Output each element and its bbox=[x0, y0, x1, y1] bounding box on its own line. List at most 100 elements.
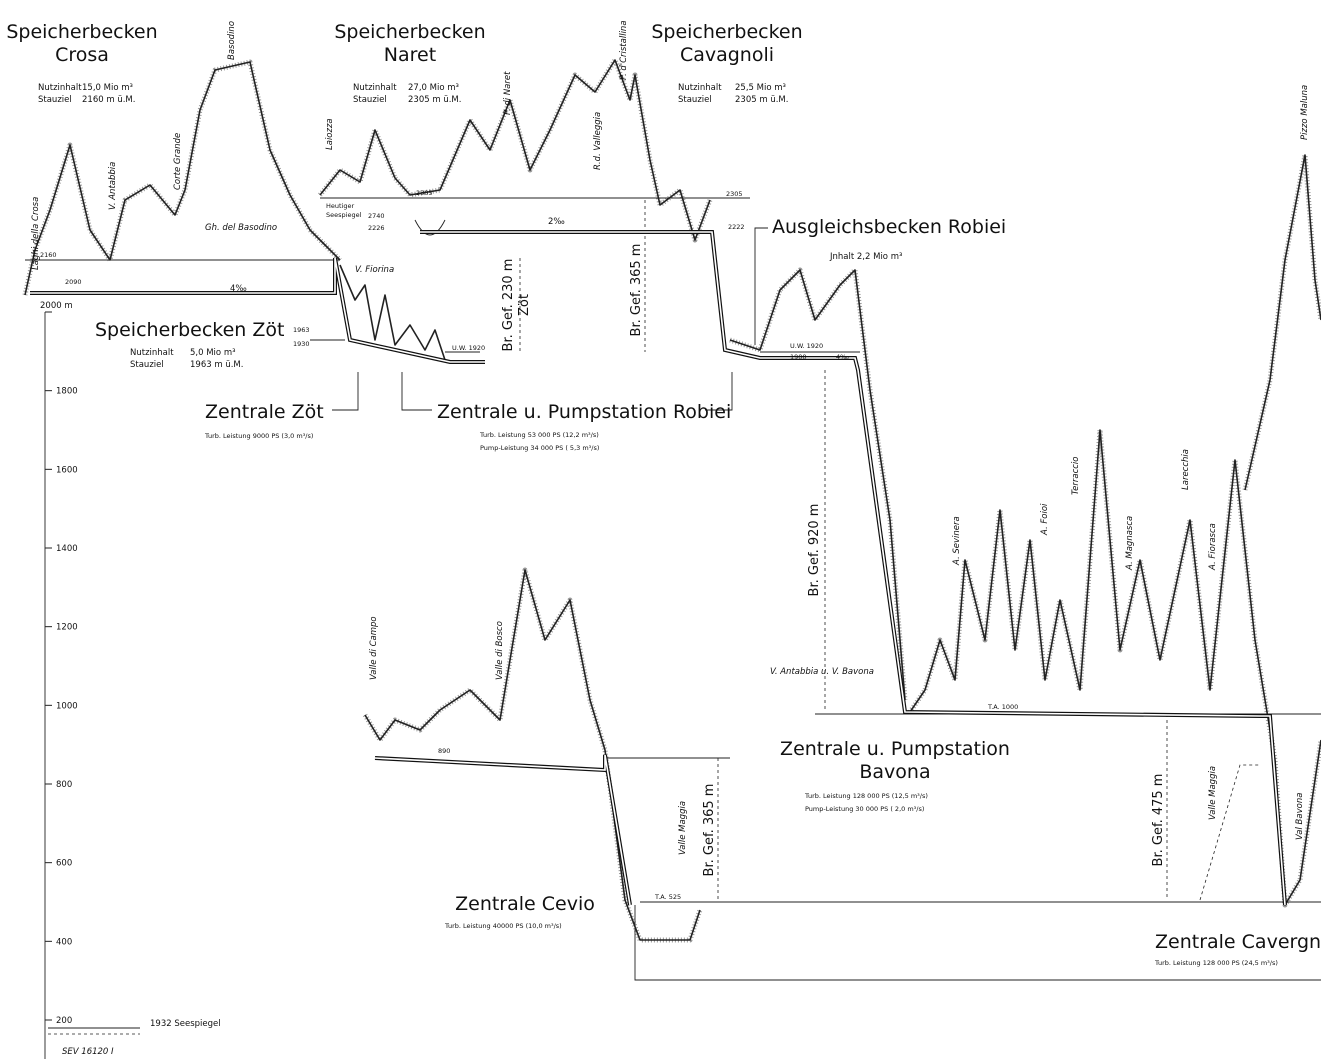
place-name: Basodino bbox=[227, 21, 237, 60]
place-name: Valle Maggia bbox=[1208, 766, 1218, 820]
place-name: P. d'Cristallina bbox=[619, 20, 629, 80]
place-name: Val Bavona bbox=[1295, 793, 1305, 840]
reservoir-detail: 2305 m ü.M. bbox=[735, 95, 788, 105]
reservoir-detail: Stauziel bbox=[130, 360, 164, 370]
place-name: Valle di Bosco bbox=[495, 621, 505, 680]
station-spec: Turb. Leistung 40000 PS (10,0 m³/s) bbox=[444, 922, 562, 930]
scale-label: 2000 m bbox=[40, 301, 73, 311]
place-name: A. Magnasca bbox=[1125, 516, 1135, 571]
station-name: Zentrale Zöt bbox=[205, 401, 324, 423]
scale-label: 1200 bbox=[56, 623, 78, 633]
place-name: Terraccio bbox=[1071, 457, 1081, 495]
reservoir-detail: 25,5 Mio m³ bbox=[735, 83, 786, 93]
basin-content: Jnhalt 2,2 Mio m³ bbox=[829, 252, 902, 262]
reservoir-detail: Nutzinhalt bbox=[678, 83, 722, 93]
level-label: Seespiegel bbox=[326, 211, 362, 219]
reservoir-title: Speicherbecken bbox=[334, 21, 485, 43]
reservoir-detail: 2160 m ü.M. bbox=[82, 95, 135, 105]
station-spec: Pump-Leistung 34 000 PS ( 5,3 m³/s) bbox=[480, 444, 599, 452]
place-name: P. di Naret bbox=[503, 71, 513, 115]
place-name: Laghi della Crosa bbox=[31, 197, 41, 270]
reservoir-detail: Nutzinhalt bbox=[130, 348, 174, 358]
lake-level: 1932 Seespiegel bbox=[150, 1019, 221, 1029]
place-name: V. Antabbia bbox=[108, 162, 118, 210]
reservoir-detail: Nutzinhalt bbox=[353, 83, 397, 93]
head-label: Br. Gef. 230 m bbox=[501, 259, 516, 352]
station-spec: Pump-Leistung 30 000 PS ( 2,0 m³/s) bbox=[805, 805, 924, 813]
level-label: 2305 bbox=[416, 189, 433, 197]
place-name: Laiozza bbox=[325, 118, 335, 150]
scale-label: 200 bbox=[56, 1016, 72, 1026]
place-name: Valle di Campo bbox=[369, 616, 379, 680]
reservoir-detail: 2305 m ü.M. bbox=[408, 95, 461, 105]
head-dimensions bbox=[519, 200, 1168, 900]
scale-label: 1800 bbox=[56, 387, 78, 397]
scale-label: 800 bbox=[56, 780, 72, 790]
place-name: Gh. del Basodino bbox=[205, 223, 277, 233]
station-spec: Turb. Leistung 53 000 PS (12,2 m³/s) bbox=[479, 431, 599, 439]
level-label: 1963 bbox=[293, 326, 310, 334]
station-spec: Turb. Leistung 128 000 PS (12,5 m³/s) bbox=[804, 792, 928, 800]
reservoir-detail: 27,0 Mio m³ bbox=[408, 83, 459, 93]
station-name: Zentrale Cavergno bbox=[1155, 931, 1321, 953]
reservoir-title: Speicherbecken bbox=[6, 21, 157, 43]
level-label: 2305 bbox=[726, 190, 743, 198]
level-label: 2160 bbox=[40, 251, 57, 259]
scale-label: 1000 bbox=[56, 701, 78, 711]
level-label: 890 bbox=[438, 747, 450, 755]
station-spec: Turb. Leistung 128 000 PS (24,5 m³/s) bbox=[1154, 959, 1278, 967]
level-label: T.A. 525 bbox=[654, 893, 681, 901]
head-label: Br. Gef. 920 m bbox=[807, 504, 822, 597]
level-label: 2090 bbox=[65, 278, 82, 286]
terrain bbox=[22, 57, 1321, 943]
scale-ticks: 200 400 600 800 1000 1200 1400 1600 1800 2000 m bbox=[40, 301, 78, 1026]
reservoir-detail: Stauziel bbox=[38, 95, 72, 105]
station-name: Zentrale Cevio bbox=[455, 893, 595, 915]
level-label: 2740 bbox=[368, 212, 385, 220]
level-label: 4‰ bbox=[230, 284, 247, 294]
reservoir-detail: Stauziel bbox=[678, 95, 712, 105]
place-name: Larecchia bbox=[1181, 449, 1191, 490]
pipes bbox=[30, 230, 1287, 906]
reservoir-detail: 1963 m ü.M. bbox=[190, 360, 243, 370]
level-label: U.W. 1920 bbox=[452, 344, 485, 352]
reservoir-title: Crosa bbox=[55, 44, 109, 66]
level-label: 1900 bbox=[790, 353, 807, 361]
reference: SEV 16120 I bbox=[62, 1047, 114, 1057]
basin-title: Ausgleichsbecken Robiei bbox=[772, 216, 1006, 238]
pointers bbox=[332, 227, 768, 411]
level-label: 1930 bbox=[293, 340, 310, 348]
reservoir-detail: 15,0 Mio m³ bbox=[82, 83, 133, 93]
head-label: Br. Gef. 365 m bbox=[702, 784, 717, 877]
head-label: Zöt bbox=[517, 294, 532, 316]
scale-label: 1600 bbox=[56, 465, 78, 475]
reservoir-detail: 5,0 Mio m³ bbox=[190, 348, 236, 358]
place-name: R.d. Valleggia bbox=[593, 112, 603, 170]
reservoir-title: Naret bbox=[384, 44, 436, 66]
place-name: Corte Grande bbox=[173, 133, 183, 190]
head-label: Br. Gef. 475 m bbox=[1151, 774, 1166, 867]
reservoir-title: Cavagnoli bbox=[680, 44, 774, 66]
reservoir-title: Speicherbecken bbox=[651, 21, 802, 43]
reservoir-title: Speicherbecken Zöt bbox=[95, 319, 284, 341]
station-name: Zentrale u. Pumpstation Robiei bbox=[437, 401, 731, 423]
place-name: Pizzo Maluna bbox=[1300, 85, 1310, 140]
scale-label: 400 bbox=[56, 937, 72, 947]
station-name: Bavona bbox=[859, 761, 930, 783]
level-label: 4‰ bbox=[836, 353, 849, 361]
reservoir-detail: Nutzinhalt bbox=[38, 83, 82, 93]
level-label: 2226 bbox=[368, 224, 385, 232]
level-label: U.W. 1920 bbox=[790, 342, 823, 350]
place-name: A. Foioi bbox=[1040, 503, 1050, 536]
place-name: V. Antabbia u. V. Bavona bbox=[770, 667, 874, 677]
place-name: A. Sevinera bbox=[952, 516, 962, 566]
reservoir-detail: Stauziel bbox=[353, 95, 387, 105]
level-label: 2222 bbox=[728, 223, 745, 231]
level-label: Heutiger bbox=[326, 202, 354, 210]
level-label: T.A. 1000 bbox=[987, 703, 1018, 711]
place-name: V. Fiorina bbox=[355, 265, 394, 275]
place-name: Valle Maggia bbox=[678, 801, 688, 855]
head-label: Br. Gef. 365 m bbox=[629, 244, 644, 337]
station-name: Zentrale u. Pumpstation bbox=[780, 738, 1010, 760]
